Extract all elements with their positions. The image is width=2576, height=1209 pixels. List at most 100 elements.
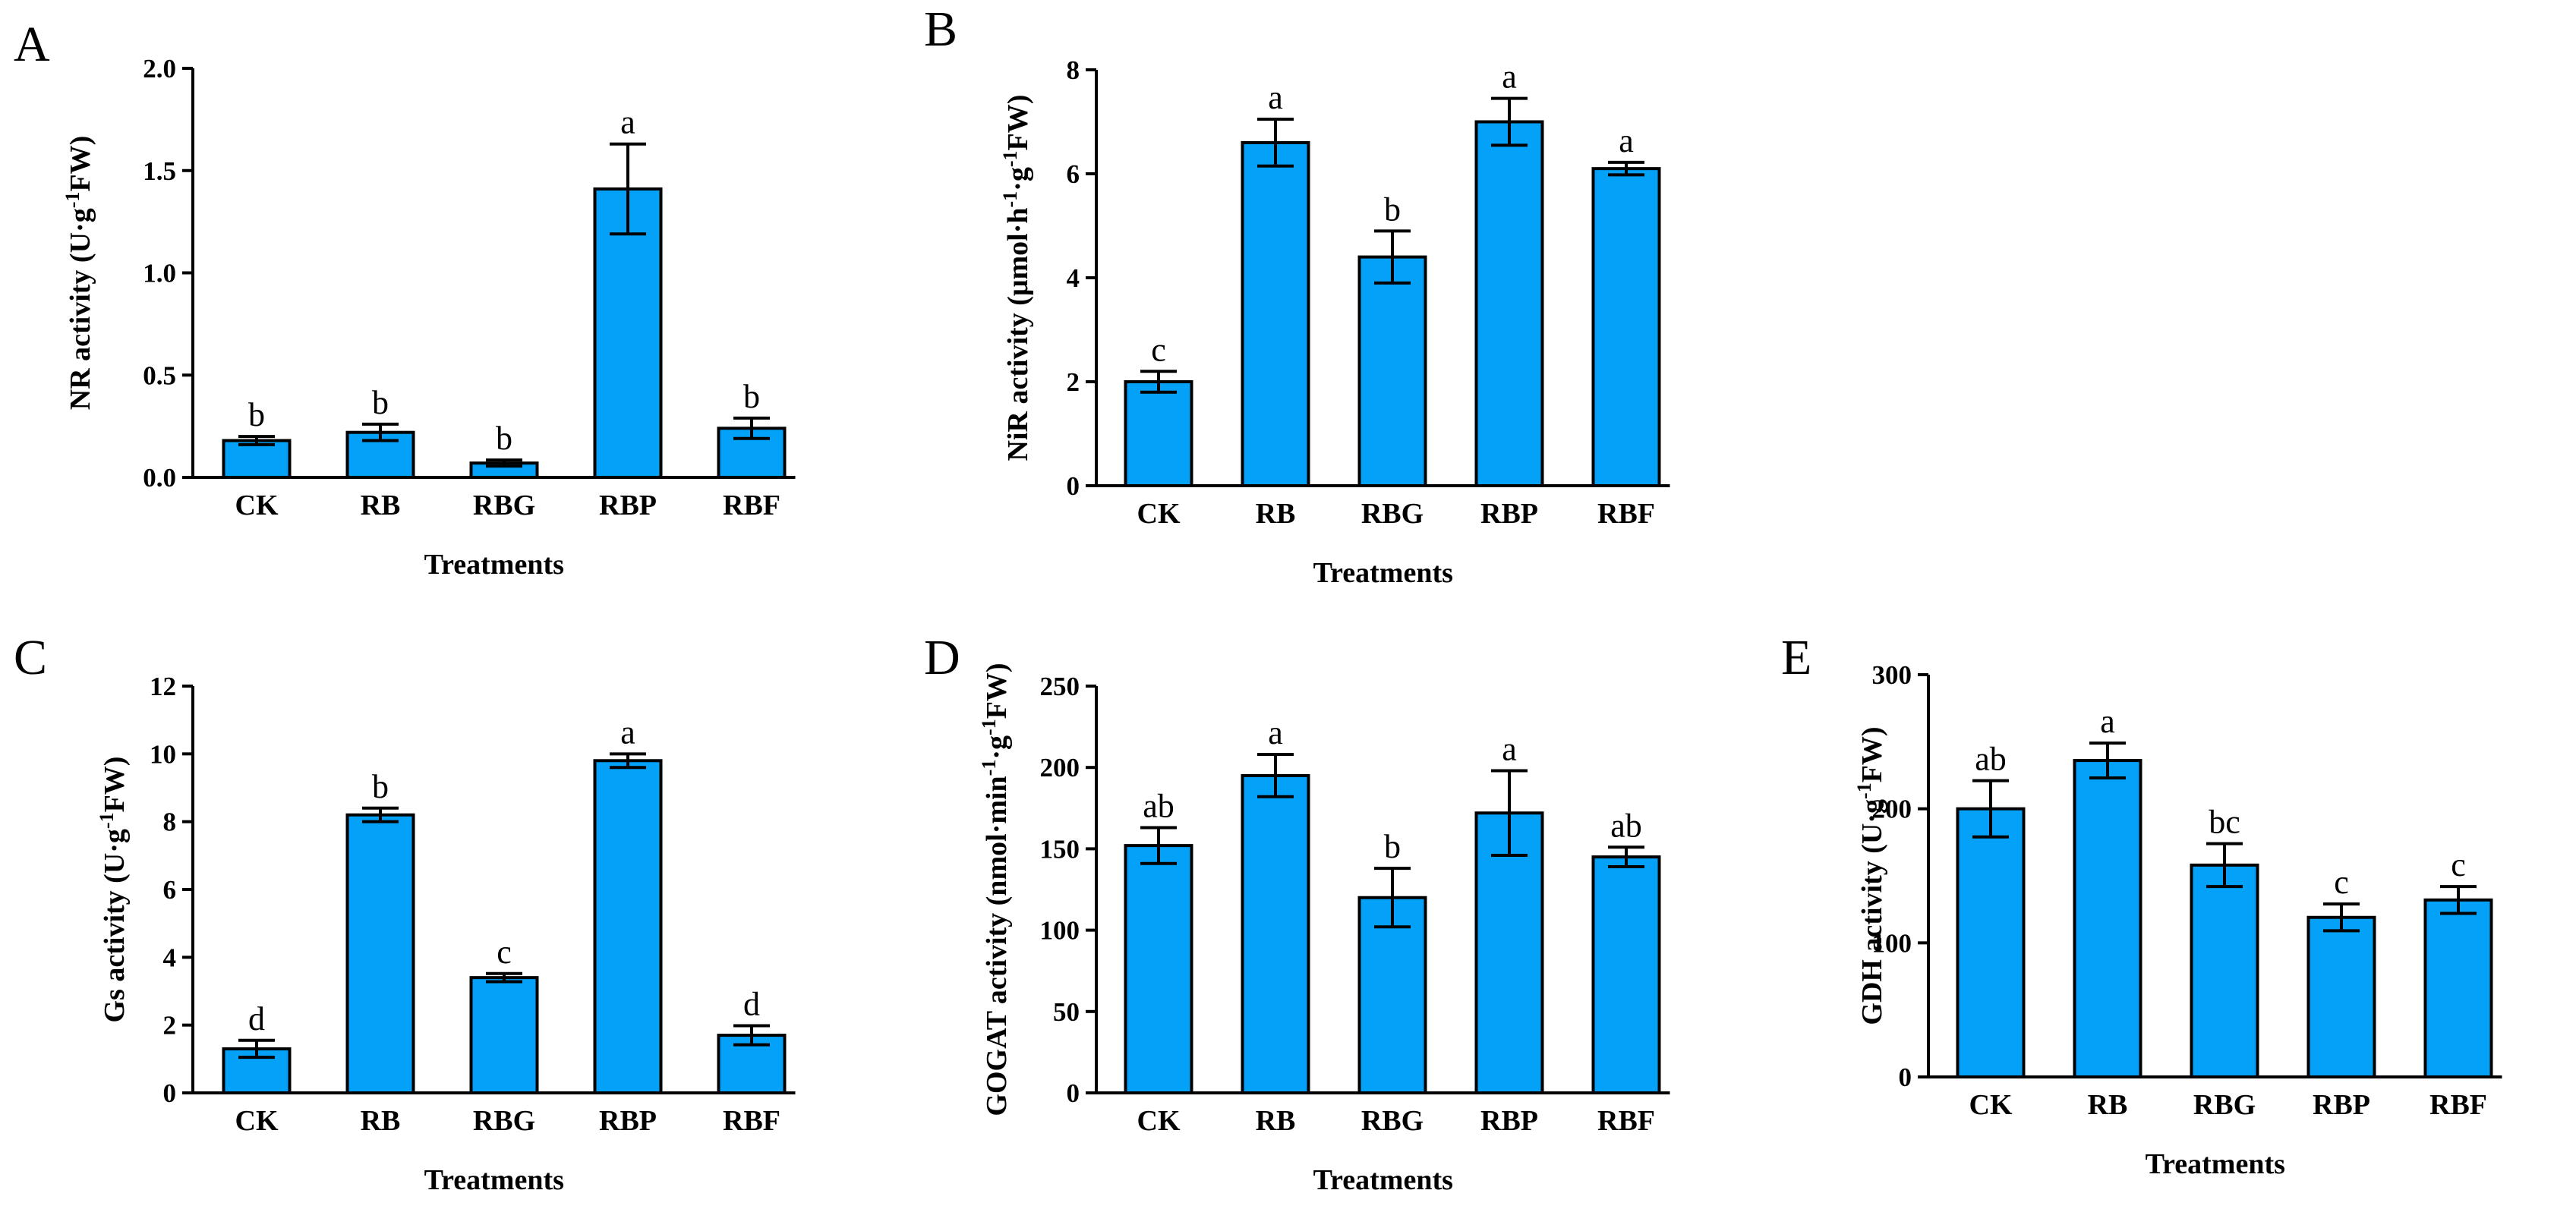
bar-rbf	[1591, 167, 1661, 487]
bar-rbf	[1591, 855, 1661, 1094]
significance-label: a	[2100, 703, 2115, 740]
significance-label: c	[497, 934, 512, 971]
significance-label: d	[743, 986, 760, 1023]
y-tick-label: 0	[1067, 471, 1080, 501]
y-tick-label: 200	[1040, 753, 1080, 782]
y-tick-label: 2	[163, 1011, 177, 1041]
bar-rbg	[1357, 896, 1427, 1094]
x-tick-label: RB	[2088, 1089, 2128, 1121]
x-tick-label: RBP	[1480, 1105, 1538, 1137]
significance-label: a	[1268, 79, 1283, 116]
x-tick-label: RBP	[1480, 498, 1538, 530]
y-axis-title-part: -1	[1853, 782, 1875, 799]
y-tick-label: 50	[1053, 997, 1080, 1027]
x-tick-label: RBF	[2429, 1089, 2487, 1121]
significance-label: bc	[2209, 804, 2240, 841]
error-bar-rbg	[1374, 229, 1411, 285]
y-axis-title-part: GOGAT activity (nmol·min	[981, 776, 1013, 1116]
error-bar-rbg	[486, 458, 522, 468]
y-tick-label: 300	[1872, 660, 1912, 690]
x-tick-label: RBG	[1361, 1105, 1424, 1137]
x-tick-label: CK	[1969, 1089, 2013, 1121]
y-tick-label: 0.5	[143, 360, 176, 390]
bar-ck	[1956, 807, 2026, 1078]
y-tick-label: 8	[163, 808, 177, 837]
significance-label: a	[1502, 58, 1517, 96]
y-axis-title-part: Gs activity (U·g	[99, 829, 131, 1022]
y-tick-label: 250	[1040, 672, 1080, 701]
y-tick-label: 1.5	[143, 156, 176, 186]
bar-rbp	[1474, 811, 1544, 1095]
error-bar-rb	[362, 422, 399, 442]
y-tick-label: 6	[163, 875, 177, 905]
error-bar-rbp	[1491, 96, 1528, 147]
error-bar-rbp	[610, 142, 646, 236]
bar-ck	[222, 439, 292, 479]
x-tick-label: RBG	[2193, 1089, 2256, 1121]
significance-label: a	[1619, 122, 1634, 159]
y-tick-label: 2	[1067, 367, 1080, 397]
x-tick-label: RBP	[2313, 1089, 2370, 1121]
y-tick-label: 100	[1872, 928, 1912, 958]
error-bar-ck	[238, 1038, 275, 1059]
error-bar-ck	[1972, 779, 2009, 839]
x-tick-label: CK	[1137, 498, 1181, 530]
y-axis-title: GOGAT activity (nmol·min-1·g-1FW)	[978, 663, 1013, 1116]
x-tick-label: CK	[235, 1105, 279, 1137]
y-axis-title: NR activity (U·g-1FW)	[61, 136, 96, 411]
error-bar-rbp	[1491, 769, 1528, 857]
y-axis-title-part: FW)	[65, 136, 96, 192]
significance-label: b	[372, 768, 389, 805]
y-axis-title-part: -1	[96, 812, 118, 829]
significance-label: b	[1384, 828, 1401, 865]
y-tick-label: 150	[1040, 834, 1080, 864]
significance-label: b	[496, 420, 512, 457]
significance-label: a	[620, 713, 635, 751]
significance-label: c	[1151, 331, 1166, 368]
error-bar-rbf	[1608, 845, 1644, 868]
error-bar-rbp	[610, 752, 646, 770]
error-bar-rbf	[733, 1024, 770, 1047]
bar-rb	[345, 813, 415, 1094]
x-tick-label: RBF	[1597, 1105, 1655, 1137]
bar-rb	[1241, 140, 1310, 487]
x-axis-title: Treatments	[1313, 557, 1453, 589]
error-bar-rbg	[1374, 867, 1411, 929]
y-axis-title-part: -1	[61, 192, 84, 209]
y-axis-title-part: -1	[999, 150, 1021, 167]
y-axis-title-part: -1	[978, 760, 1000, 776]
significance-label: ab	[1975, 741, 2007, 778]
y-axis-title-part: FW)	[1002, 95, 1034, 151]
y-tick-label: 6	[1067, 159, 1080, 189]
panel-letter: C	[14, 630, 47, 685]
error-bar-rb	[2089, 741, 2126, 780]
error-bar-ck	[238, 435, 275, 446]
error-bar-rbg	[486, 971, 522, 984]
y-axis-title: GDH activity (U·g-1FW)	[1853, 726, 1888, 1025]
x-axis-title: Treatments	[424, 1164, 564, 1196]
significance-label: ab	[1610, 807, 1642, 844]
y-tick-label: 1.0	[143, 259, 176, 288]
x-tick-label: RBF	[723, 490, 780, 521]
error-bar-rbf	[733, 416, 770, 440]
significance-label: b	[372, 384, 389, 421]
y-tick-label: 200	[1872, 795, 1912, 824]
y-axis-title-part: NR activity (U·g	[65, 208, 96, 410]
x-tick-label: CK	[1137, 1105, 1181, 1137]
y-tick-label: 0	[1899, 1063, 1912, 1092]
bar-rbp	[593, 187, 663, 479]
significance-label: ab	[1143, 788, 1174, 825]
error-bar-rbf	[2440, 885, 2477, 915]
bar-rb	[2073, 759, 2142, 1078]
x-tick-label: RBP	[599, 1105, 657, 1137]
y-tick-label: 4	[163, 943, 177, 972]
bar-rbg	[469, 976, 539, 1094]
panel-e: E 0 100 200 300 ab CK a RB bc RBG c RBP c RBF Treatment…	[1781, 630, 2502, 1180]
panel-letter: A	[14, 17, 50, 72]
significance-label: b	[743, 378, 760, 415]
y-tick-label: 10	[150, 739, 176, 769]
bar-ck	[1124, 380, 1193, 487]
x-tick-label: RBG	[473, 1105, 535, 1137]
x-tick-label: RBF	[723, 1105, 780, 1137]
